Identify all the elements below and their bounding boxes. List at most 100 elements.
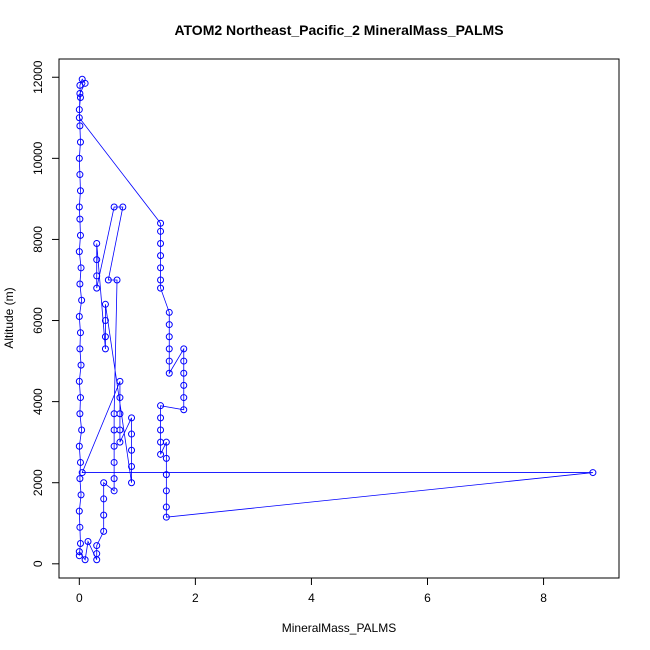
y-tick-label: 12000 xyxy=(31,60,45,94)
data-point xyxy=(110,203,118,211)
data-point xyxy=(75,248,83,256)
x-axis: 0 2 4 6 8 xyxy=(76,577,547,605)
x-tick-label: 6 xyxy=(424,591,431,605)
data-point xyxy=(116,438,124,446)
y-tick-label: 4000 xyxy=(31,388,45,415)
data-point xyxy=(76,329,84,337)
data-point xyxy=(110,442,118,450)
data-point xyxy=(162,471,170,479)
y-axis-label: Altitude (m) xyxy=(2,287,16,348)
x-tick-label: 0 xyxy=(76,591,83,605)
data-point xyxy=(165,357,173,365)
data-point xyxy=(157,276,165,284)
data-point xyxy=(78,296,86,304)
data-point xyxy=(165,321,173,329)
data-point xyxy=(78,469,86,477)
data-point xyxy=(76,280,84,288)
data-point xyxy=(165,333,173,341)
data-point xyxy=(101,345,109,353)
data-point xyxy=(128,414,136,422)
data-point xyxy=(128,446,136,454)
data-point xyxy=(101,300,109,308)
data-point xyxy=(116,377,124,385)
data-point xyxy=(93,556,101,564)
data-point xyxy=(75,548,83,556)
data-point xyxy=(180,357,188,365)
data-point xyxy=(157,252,165,260)
data-point xyxy=(180,394,188,402)
data-point xyxy=(75,114,83,122)
x-tick-label: 2 xyxy=(192,591,199,605)
data-point xyxy=(76,215,84,223)
data-point xyxy=(77,361,85,369)
data-point xyxy=(180,369,188,377)
data-point xyxy=(101,333,109,341)
data-point xyxy=(75,203,83,211)
x-tick-label: 4 xyxy=(308,591,315,605)
data-point xyxy=(180,381,188,389)
data-point xyxy=(128,479,136,487)
data-point xyxy=(75,442,83,450)
data-point xyxy=(75,552,83,560)
y-axis: 0 2000 4000 6000 8000 10000 12000 xyxy=(31,60,60,567)
data-point xyxy=(162,513,170,521)
data-point xyxy=(116,394,124,402)
data-point xyxy=(76,94,84,102)
y-tick-label: 10000 xyxy=(31,141,45,175)
data-point xyxy=(157,284,165,292)
data-point xyxy=(128,462,136,470)
data-point xyxy=(100,527,108,535)
data-point xyxy=(157,414,165,422)
data-point xyxy=(157,426,165,434)
data-point xyxy=(157,450,165,458)
y-tick-label: 2000 xyxy=(31,469,45,496)
data-point xyxy=(100,511,108,519)
data-point xyxy=(157,227,165,235)
data-point xyxy=(75,106,83,114)
data-point xyxy=(76,231,84,239)
data-point xyxy=(128,430,136,438)
data-point xyxy=(75,154,83,162)
data-point xyxy=(77,264,85,272)
series-line xyxy=(78,78,593,561)
data-point xyxy=(113,276,121,284)
y-tick-label: 8000 xyxy=(31,226,45,253)
data-point xyxy=(101,317,109,325)
data-point xyxy=(180,406,188,414)
data-point xyxy=(81,556,89,564)
data-point xyxy=(75,312,83,320)
data-point xyxy=(77,491,85,499)
plot-area xyxy=(75,75,597,564)
data-point xyxy=(589,469,597,477)
x-axis-label: MineralMass_PALMS xyxy=(282,621,396,635)
data-point xyxy=(75,507,83,515)
data-point xyxy=(93,542,101,550)
data-point xyxy=(162,454,170,462)
data-point xyxy=(157,239,165,247)
data-point xyxy=(76,410,84,418)
data-point xyxy=(162,487,170,495)
data-point xyxy=(93,284,101,292)
data-point xyxy=(81,79,89,87)
x-tick-label: 8 xyxy=(540,591,547,605)
data-point xyxy=(110,475,118,483)
data-point xyxy=(100,479,108,487)
data-point xyxy=(110,458,118,466)
chart-title: ATOM2 Northeast_Pacific_2 MineralMass_PA… xyxy=(174,22,503,38)
data-point xyxy=(110,487,118,495)
data-point xyxy=(84,538,92,546)
data-point xyxy=(76,187,84,195)
data-point xyxy=(76,458,84,466)
data-point xyxy=(157,402,165,410)
data-point xyxy=(75,377,83,385)
data-point xyxy=(76,523,84,531)
data-point xyxy=(76,540,84,548)
y-tick-label: 6000 xyxy=(31,307,45,334)
data-point xyxy=(165,345,173,353)
data-point xyxy=(180,345,188,353)
data-point xyxy=(110,426,118,434)
data-point xyxy=(110,410,118,418)
data-point xyxy=(76,171,84,179)
data-point xyxy=(100,495,108,503)
